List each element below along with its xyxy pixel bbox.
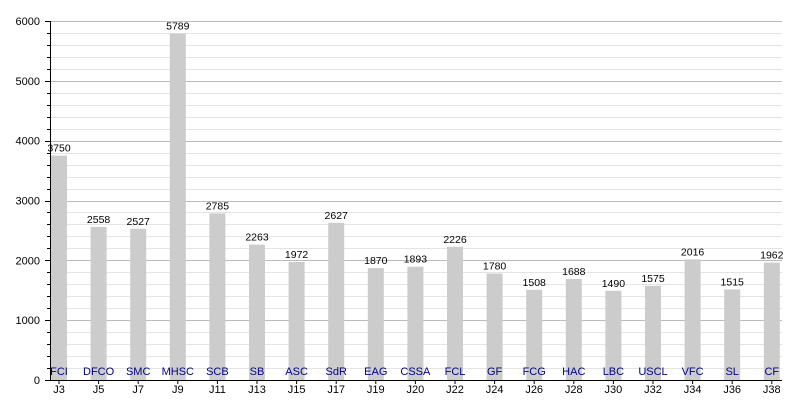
bar-team-label: GF (487, 366, 503, 378)
x-tick-label: J34 (684, 384, 702, 396)
bar-value-label: 1688 (562, 266, 586, 278)
y-tick-label: 2000 (16, 255, 40, 267)
y-tick-label: 0 (34, 375, 40, 387)
axis-layer (45, 21, 782, 384)
bar-value-label: 1575 (641, 273, 665, 285)
x-tick-label: J36 (723, 384, 741, 396)
y-tick-label: 6000 (16, 16, 40, 28)
bar-team-label: SMC (126, 366, 151, 378)
bar (526, 289, 543, 380)
bar-value-label: 1962 (760, 250, 784, 262)
x-tick-label: J38 (763, 384, 781, 396)
x-tick-label: J22 (446, 384, 464, 396)
bar (407, 266, 424, 380)
bar-team-label: CSSA (400, 366, 431, 378)
y-tick-label: 1000 (16, 315, 40, 327)
x-tick-label: J19 (367, 384, 385, 396)
bar-team-label: DFCO (83, 366, 115, 378)
bar-team-label: LBC (603, 366, 624, 378)
bar (486, 273, 503, 380)
x-tick-label: J17 (327, 384, 345, 396)
bar-team-label: VFC (682, 366, 704, 378)
x-tick-label: J15 (288, 384, 306, 396)
bar-value-label: 2226 (443, 234, 467, 246)
bar-value-label: 3750 (47, 143, 71, 155)
bar (605, 290, 622, 380)
bar-value-label: 2558 (87, 214, 111, 226)
bar-value-label: 2527 (127, 216, 151, 228)
bar (724, 289, 741, 380)
bar (447, 246, 463, 380)
bar (288, 262, 305, 380)
bar-value-label: 2016 (681, 246, 705, 258)
bar-team-label: CF (764, 366, 779, 378)
bar (51, 155, 67, 380)
bar-team-label: FCI (50, 366, 68, 378)
bar-team-label: FCL (445, 366, 466, 378)
labels-layer: 3750 FCI J3 2558 DFCO J5 2527 SMC J7 5789 MHSC J9 27… (16, 16, 784, 396)
y-tick-label: 3000 (16, 196, 40, 208)
bar (684, 259, 701, 380)
x-tick-label: J7 (132, 384, 144, 396)
bar-team-label: EAG (364, 366, 387, 378)
bar (130, 228, 147, 380)
x-tick-label: J13 (248, 384, 266, 396)
x-tick-label: J9 (172, 384, 184, 396)
bars-layer (51, 33, 780, 380)
bar-team-label: HAC (562, 366, 585, 378)
y-tick-label: 5000 (16, 76, 40, 88)
bar-value-label: 2263 (245, 232, 269, 244)
bar (367, 268, 384, 380)
x-tick-label: J5 (93, 384, 105, 396)
bar-value-label: 1780 (483, 261, 507, 273)
bar-team-label: SB (250, 366, 265, 378)
bar-value-label: 1893 (404, 254, 428, 266)
x-tick-label: J11 (209, 384, 226, 396)
x-tick-label: J32 (644, 384, 662, 396)
bar-team-label: FCG (523, 366, 546, 378)
x-tick-label: J24 (486, 384, 504, 396)
bar-team-label: SL (725, 366, 738, 378)
x-tick-label: J28 (565, 384, 583, 396)
bar-value-label: 1508 (523, 277, 547, 289)
bar-value-label: 2627 (325, 210, 349, 222)
bar-value-label: 1490 (602, 278, 626, 290)
x-tick-label: J26 (525, 384, 543, 396)
bar (565, 279, 582, 380)
bar (763, 262, 780, 380)
bar-team-label: USCL (638, 366, 667, 378)
bar-team-label: MHSC (162, 366, 194, 378)
x-tick-label: J20 (407, 384, 425, 396)
bar (90, 226, 107, 380)
bar (249, 244, 265, 380)
bar-value-label: 5789 (166, 21, 190, 33)
bar-team-label: SdR (325, 366, 346, 378)
bar-team-label: ASC (285, 366, 308, 378)
x-tick-label: J3 (53, 384, 65, 396)
bar (209, 213, 226, 380)
y-tick-label: 4000 (16, 136, 40, 148)
bar-value-label: 2785 (206, 200, 230, 212)
bar-value-label: 1870 (364, 255, 388, 267)
bar (328, 222, 345, 380)
bar-value-label: 1515 (721, 276, 745, 288)
bar (645, 285, 661, 380)
x-tick-label: J30 (605, 384, 623, 396)
bar-team-label: SCB (206, 366, 229, 378)
bar-value-label: 1972 (285, 249, 309, 261)
bar (169, 33, 186, 380)
